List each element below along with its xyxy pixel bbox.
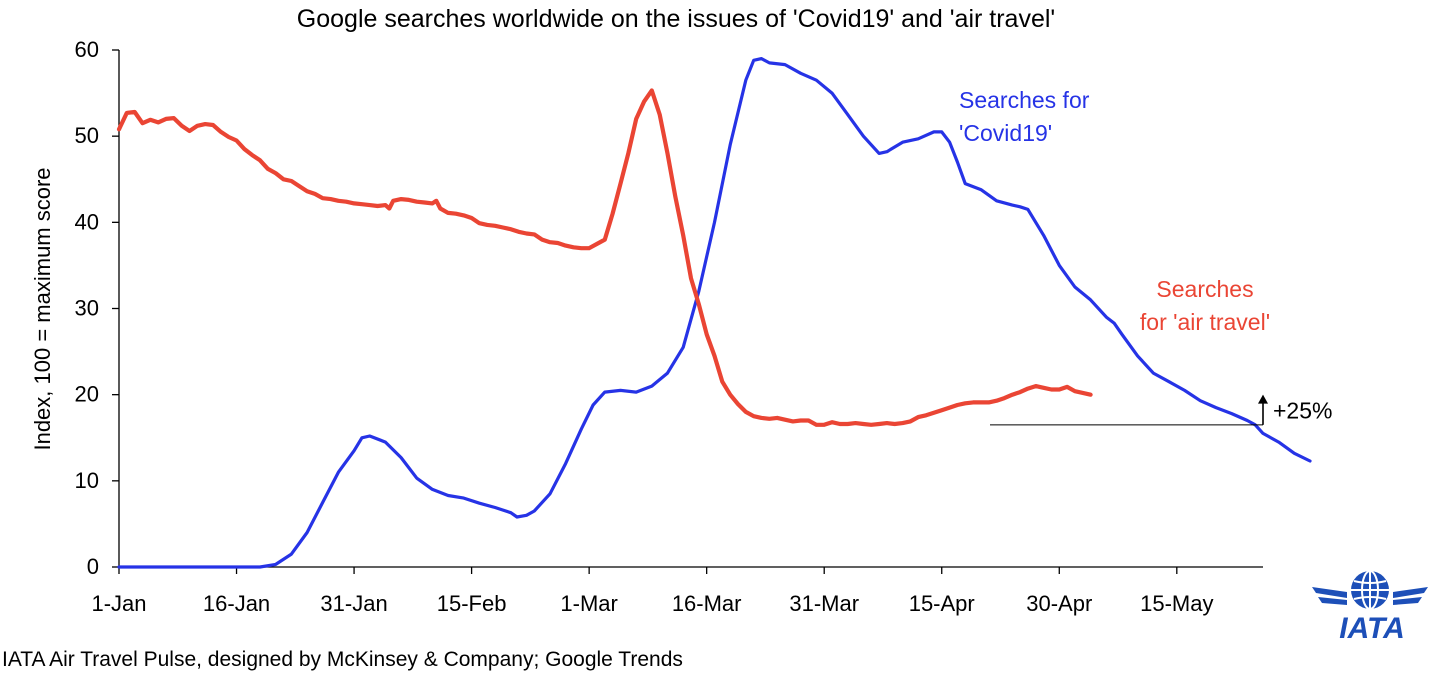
x-tick-label: 31-Jan xyxy=(320,591,387,616)
y-tick-label: 30 xyxy=(75,296,99,321)
axes: 0 10 20 30 40 50 60 1-Jan 16-Jan 31-Jan 15-Feb 1-Ma… xyxy=(75,37,1263,616)
x-tick-label: 16-Mar xyxy=(672,591,742,616)
annotations: Searches for 'Covid19' Searches for 'air tr… xyxy=(959,87,1332,426)
x-tick-label: 1-Mar xyxy=(560,591,617,616)
x-tick-label: 31-Mar xyxy=(789,591,859,616)
x-tick-label: 1-Jan xyxy=(91,591,146,616)
x-tick-label: 30-Apr xyxy=(1026,591,1092,616)
chart-title: Google searches worldwide on the issues … xyxy=(297,5,1055,33)
iata-logo-text: IATA xyxy=(1339,612,1405,645)
wings-icon xyxy=(1312,587,1428,605)
series-line-covid19 xyxy=(117,57,1312,569)
y-tick-label: 10 xyxy=(75,468,99,493)
x-tick-label: 15-Feb xyxy=(437,591,507,616)
y-axis-label: Index, 100 = maximum score xyxy=(30,167,55,450)
change-label: +25% xyxy=(1273,398,1332,424)
y-tick-label: 20 xyxy=(75,382,99,407)
y-tick-label: 60 xyxy=(75,37,99,62)
globe-icon xyxy=(1351,570,1389,610)
iata-logo: IATA xyxy=(1312,570,1428,645)
x-tick-label: 15-May xyxy=(1140,591,1213,616)
x-tick-label: 16-Jan xyxy=(203,591,270,616)
source-note: IATA Air Travel Pulse, designed by McKin… xyxy=(2,648,683,671)
covid-series-label: Searches for 'Covid19' xyxy=(959,87,1090,146)
series-layer xyxy=(116,57,1312,569)
x-tick-label: 15-Apr xyxy=(909,591,975,616)
increase-arrow-head xyxy=(1258,394,1268,404)
series-line-air-travel xyxy=(116,88,1093,427)
y-tick-label: 0 xyxy=(87,554,99,579)
y-tick-label: 50 xyxy=(75,123,99,148)
y-tick-label: 40 xyxy=(75,209,99,234)
air-travel-series-label: Searches for 'air travel' xyxy=(1140,276,1270,335)
